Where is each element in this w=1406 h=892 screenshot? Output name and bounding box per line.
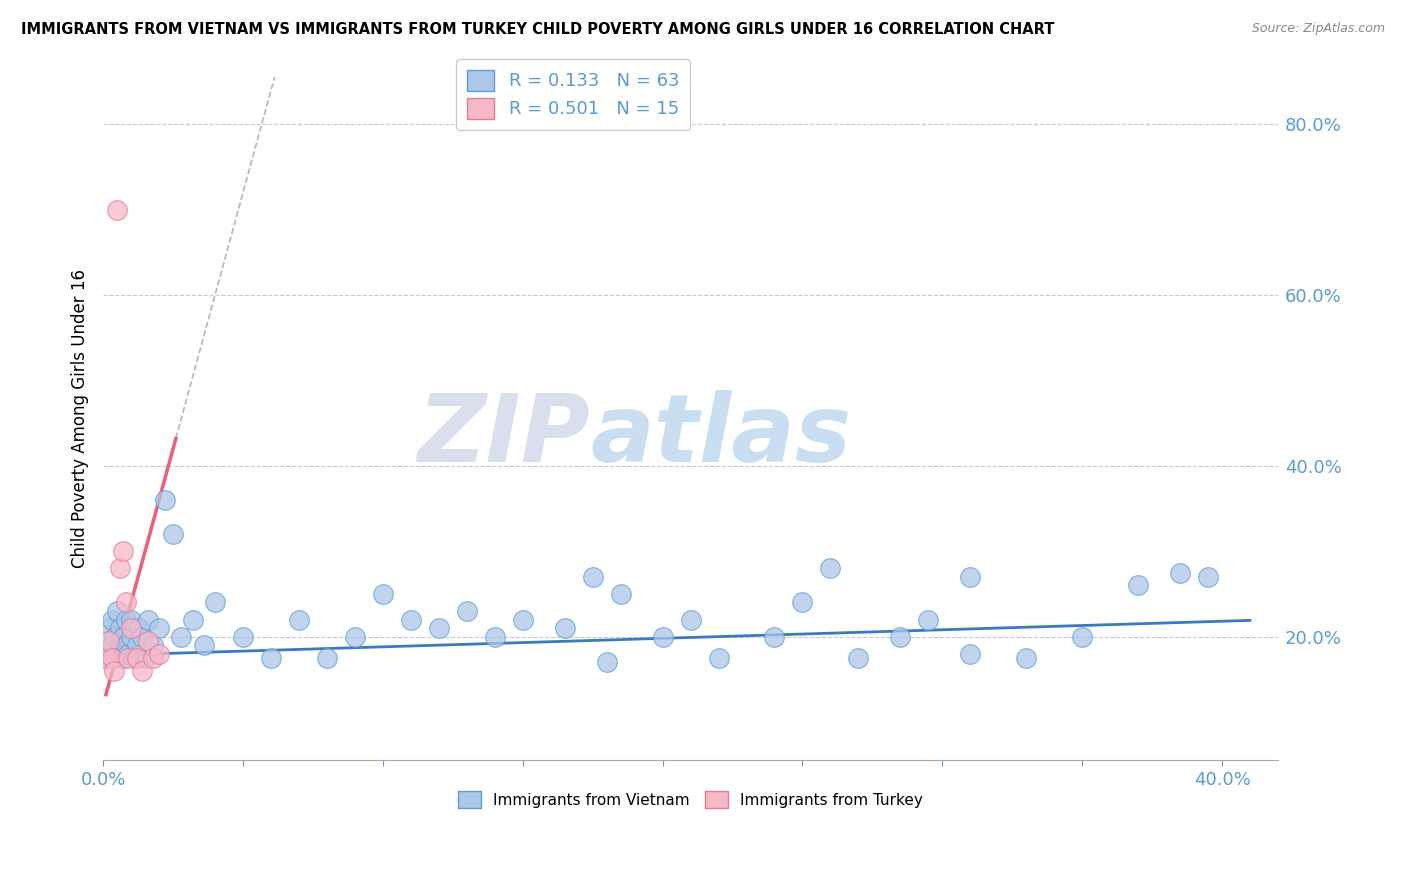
Point xyxy=(148,647,170,661)
Point xyxy=(100,613,122,627)
Point xyxy=(959,647,981,661)
Point xyxy=(193,638,215,652)
Point xyxy=(108,561,131,575)
Point xyxy=(427,621,450,635)
Point xyxy=(1071,630,1094,644)
Y-axis label: Child Poverty Among Girls Under 16: Child Poverty Among Girls Under 16 xyxy=(72,269,89,568)
Point xyxy=(136,613,159,627)
Point xyxy=(707,651,730,665)
Text: Source: ZipAtlas.com: Source: ZipAtlas.com xyxy=(1251,22,1385,36)
Point xyxy=(111,544,134,558)
Point xyxy=(316,651,339,665)
Point xyxy=(582,570,605,584)
Point xyxy=(204,595,226,609)
Point xyxy=(100,651,122,665)
Point xyxy=(97,621,120,635)
Point xyxy=(103,651,125,665)
Point xyxy=(97,647,120,661)
Point xyxy=(162,527,184,541)
Point xyxy=(679,613,702,627)
Point xyxy=(122,651,145,665)
Point xyxy=(111,651,134,665)
Point xyxy=(136,633,159,648)
Point xyxy=(100,638,122,652)
Point xyxy=(288,613,311,627)
Point xyxy=(105,647,128,661)
Point xyxy=(103,664,125,678)
Point xyxy=(595,655,617,669)
Point xyxy=(108,638,131,652)
Point xyxy=(142,651,165,665)
Point xyxy=(97,633,120,648)
Point xyxy=(1197,570,1219,584)
Point xyxy=(456,604,478,618)
Point xyxy=(371,587,394,601)
Text: IMMIGRANTS FROM VIETNAM VS IMMIGRANTS FROM TURKEY CHILD POVERTY AMONG GIRLS UNDE: IMMIGRANTS FROM VIETNAM VS IMMIGRANTS FR… xyxy=(21,22,1054,37)
Point xyxy=(889,630,911,644)
Point xyxy=(125,638,148,652)
Point xyxy=(651,630,673,644)
Point xyxy=(105,202,128,217)
Point xyxy=(94,651,117,665)
Point xyxy=(131,664,153,678)
Point xyxy=(131,630,153,644)
Point xyxy=(105,604,128,618)
Point xyxy=(120,630,142,644)
Point xyxy=(125,651,148,665)
Point xyxy=(148,621,170,635)
Point xyxy=(111,630,134,644)
Point xyxy=(114,613,136,627)
Point xyxy=(128,621,150,635)
Point xyxy=(120,613,142,627)
Point xyxy=(848,651,870,665)
Point xyxy=(103,630,125,644)
Legend: Immigrants from Vietnam, Immigrants from Turkey: Immigrants from Vietnam, Immigrants from… xyxy=(451,785,929,814)
Point xyxy=(484,630,506,644)
Point xyxy=(153,493,176,508)
Point xyxy=(554,621,576,635)
Point xyxy=(260,651,283,665)
Point xyxy=(959,570,981,584)
Point xyxy=(170,630,193,644)
Point xyxy=(609,587,631,601)
Point xyxy=(114,638,136,652)
Point xyxy=(1168,566,1191,580)
Point xyxy=(134,651,156,665)
Point xyxy=(117,647,139,661)
Point xyxy=(1126,578,1149,592)
Point xyxy=(114,595,136,609)
Point xyxy=(792,595,814,609)
Point xyxy=(94,651,117,665)
Point xyxy=(117,651,139,665)
Text: atlas: atlas xyxy=(591,390,852,482)
Point xyxy=(763,630,786,644)
Point xyxy=(142,638,165,652)
Text: ZIP: ZIP xyxy=(418,390,591,482)
Point xyxy=(1015,651,1038,665)
Point xyxy=(181,613,204,627)
Point xyxy=(820,561,842,575)
Point xyxy=(399,613,422,627)
Point xyxy=(343,630,366,644)
Point xyxy=(512,613,534,627)
Point xyxy=(917,613,939,627)
Point xyxy=(108,621,131,635)
Point xyxy=(232,630,254,644)
Point xyxy=(120,621,142,635)
